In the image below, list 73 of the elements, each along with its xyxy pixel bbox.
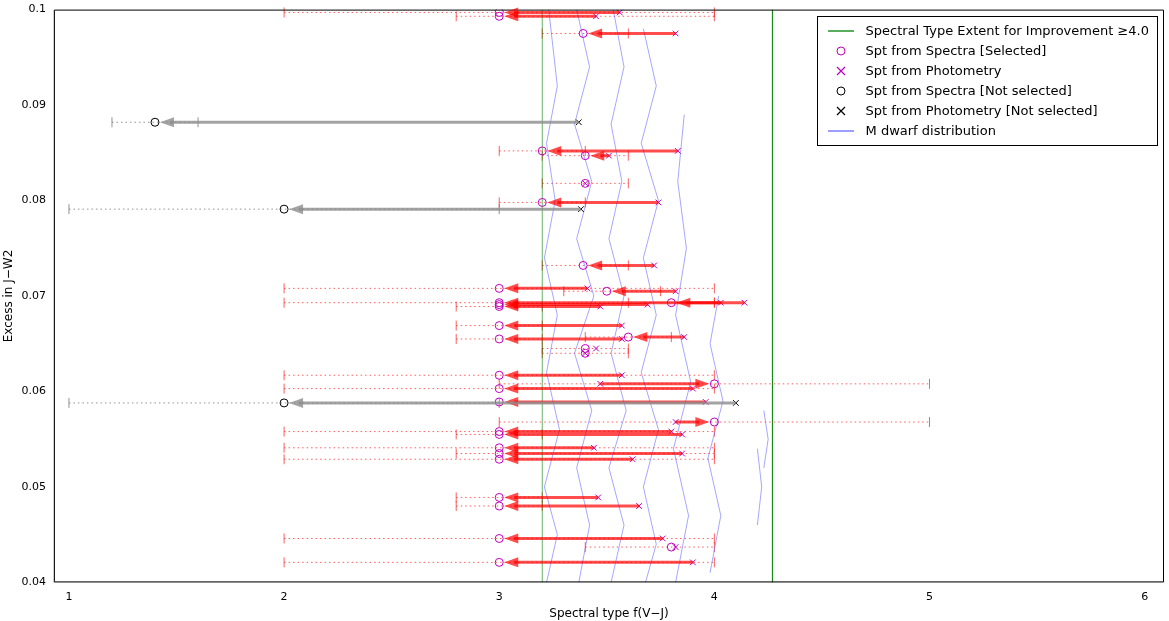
point [537,197,547,207]
y-tick-label: 0.08 [21,193,46,207]
point [494,557,504,567]
point [279,204,289,214]
point [590,444,598,452]
x-tick-label: 4 [710,589,718,603]
point [618,322,626,329]
point [741,299,748,307]
point [672,30,679,37]
point [578,260,588,270]
point [650,262,658,269]
x-tick-label: 2 [280,589,288,603]
y-tick-label: 0.05 [21,479,46,493]
point [494,9,504,17]
point [494,492,504,502]
legend-label: Spt from Photometry [865,61,1002,80]
point [494,397,504,407]
point [580,344,590,354]
point [594,494,602,501]
x-tick-label: 6 [1141,589,1149,603]
legend-label: Spt from Photometry [Not selected] [865,101,1098,120]
y-tick-label: 0.06 [21,384,46,398]
point [494,443,504,453]
point [494,321,504,331]
point [672,543,679,551]
point [577,205,585,213]
point [537,146,547,156]
point [494,454,504,464]
y-axis-title: Excess in J−W2 [1,249,16,343]
point [672,287,679,295]
point [494,384,504,394]
point [709,379,719,389]
legend-label: Spt from Spectra [Selected] [865,41,1047,60]
point [666,298,676,308]
point [494,334,504,344]
point [578,28,588,38]
y-tick-label: 0.1 [28,2,46,16]
point [678,450,686,457]
point [689,559,697,566]
point [666,542,676,552]
point [605,152,613,159]
legend-label: Spectral Type Extent for Improvement ≥4.0 [865,21,1149,40]
point [629,455,636,463]
point [689,385,697,392]
point [680,333,688,341]
point [494,501,504,511]
point [602,286,612,296]
point [494,533,504,543]
x-tick-label: 5 [926,589,933,603]
point [494,11,504,21]
point [494,283,504,293]
point [494,449,504,459]
point [580,151,590,161]
y-tick-label: 0.09 [21,97,46,111]
point [709,417,719,427]
point [592,345,600,352]
x-tick-label: 1 [65,589,73,603]
point [494,370,504,380]
legend-label: M dwarf distribution [865,121,996,140]
point [279,398,289,408]
legend-label: Spt from Spectra [Not selected] [865,81,1072,100]
y-tick-label: 0.07 [21,288,46,302]
point [584,285,591,292]
point [659,535,667,542]
y-tick-label: 0.04 [21,575,46,589]
point [672,418,679,426]
point [150,117,160,127]
point [597,380,604,388]
x-tick-label: 3 [495,589,503,603]
x-axis-title: Spectral type f(V−J) [549,605,669,620]
point [678,431,686,438]
point [623,332,633,342]
point [618,371,626,379]
